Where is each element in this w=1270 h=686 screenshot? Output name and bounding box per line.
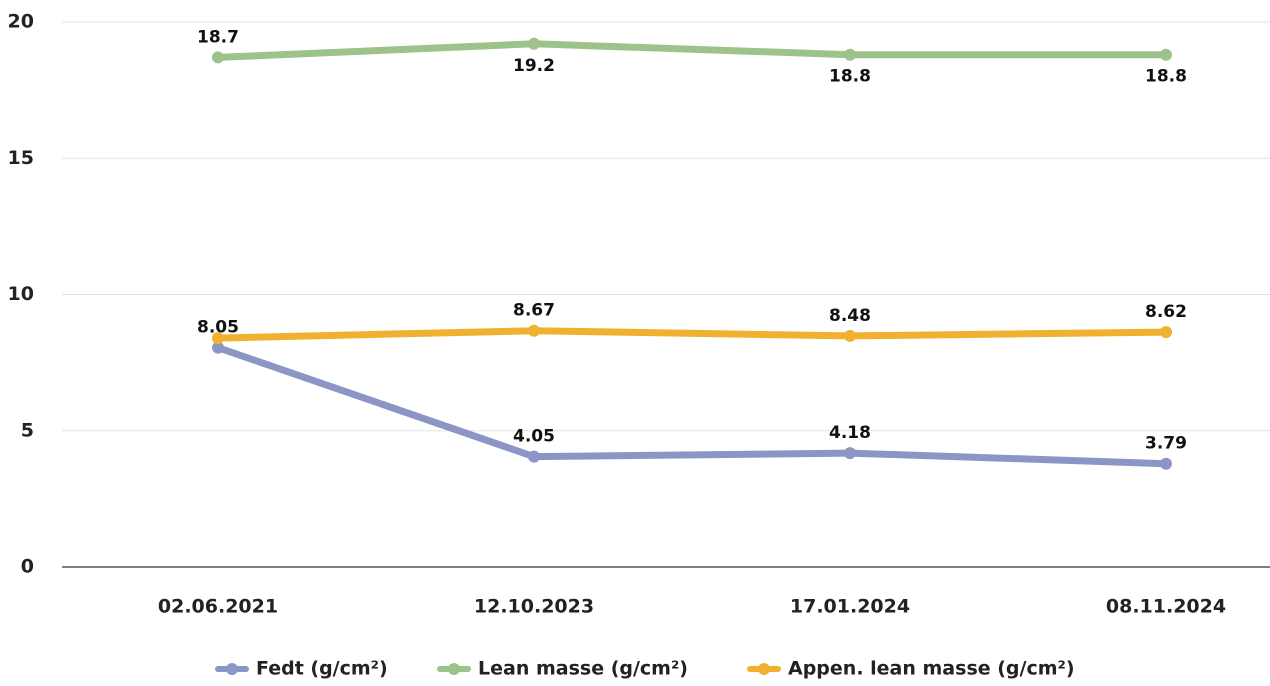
point [212,341,224,354]
y-tick-label: 15 [8,147,34,169]
point [528,37,540,50]
value-label: 18.8 [829,67,871,87]
x-tick-label: 17.01.2024 [790,596,910,618]
value-label: 19.2 [513,56,555,76]
x-tick-label: 02.06.2021 [158,596,278,618]
series-line [216,344,1167,468]
series-line [217,40,1166,61]
legend-label: Appen. lean masse (g/cm²) [788,658,1075,680]
point [1160,326,1172,339]
y-tick-label: 0 [21,556,34,578]
legend-label: Fedt (g/cm²) [256,658,388,680]
point [844,329,856,342]
point [212,332,224,345]
point [528,450,540,463]
x-tick-label: 08.11.2024 [1106,596,1226,618]
y-tick-label: 10 [8,283,34,305]
point [1160,48,1172,61]
series-line [217,327,1167,342]
point [844,48,856,61]
value-label: 4.18 [829,423,871,443]
legend-marker [226,663,238,675]
legend-marker [448,663,460,675]
point [212,51,224,64]
value-label: 8.67 [513,301,555,321]
value-label: 18.8 [1145,67,1187,87]
value-label: 8.48 [829,306,871,326]
legend-label: Lean masse (g/cm²) [478,658,688,680]
value-label: 4.05 [513,427,555,447]
y-tick-label: 5 [21,419,34,441]
point [844,447,856,460]
value-label: 3.79 [1145,434,1187,454]
y-tick-label: 20 [8,11,34,33]
legend-marker [758,663,770,675]
point [1160,457,1172,470]
x-tick-label: 12.10.2023 [474,596,594,618]
value-label: 8.62 [1145,302,1187,322]
value-label: 8.05 [197,318,239,338]
point [528,324,540,337]
value-label: 18.7 [197,27,239,47]
